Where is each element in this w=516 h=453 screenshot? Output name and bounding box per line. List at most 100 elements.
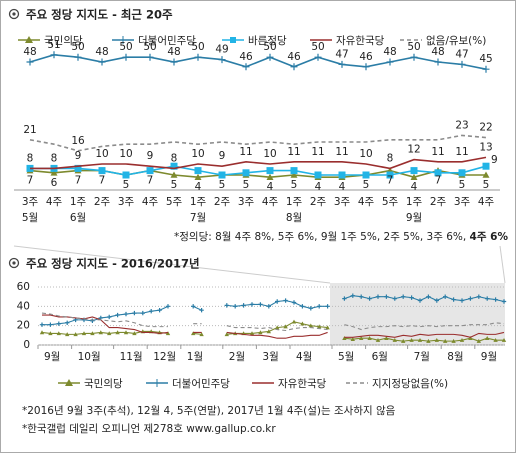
data-label: 48	[383, 46, 396, 58]
marker	[98, 167, 106, 175]
marker	[56, 321, 61, 326]
marker	[392, 296, 397, 301]
marker	[199, 308, 204, 313]
marker	[401, 294, 406, 299]
marker	[191, 331, 196, 336]
x-group-label: 7월	[190, 212, 206, 224]
data-label: 50	[71, 41, 84, 53]
marker	[74, 164, 82, 172]
marker	[165, 331, 171, 336]
data-label: 49	[215, 44, 228, 56]
marker	[501, 299, 507, 304]
x-tick-label: 10월	[78, 351, 101, 363]
marker	[242, 169, 250, 177]
marker	[115, 312, 120, 318]
marker	[74, 53, 82, 61]
marker	[417, 298, 423, 303]
series-line	[41, 312, 505, 332]
marker	[459, 298, 465, 303]
marker	[417, 337, 423, 342]
data-label: 48	[23, 46, 36, 58]
data-label: 46	[287, 51, 301, 63]
data-label: 50	[407, 41, 420, 53]
legend-marker	[65, 379, 73, 386]
marker	[434, 169, 442, 177]
legend-label: 자유한국당	[278, 378, 327, 390]
marker	[493, 337, 498, 342]
data-label: 47	[335, 48, 348, 60]
x-tick-label: 11월	[120, 351, 143, 363]
marker	[258, 330, 263, 335]
legend-label: 없음/유보(%)	[426, 34, 486, 47]
data-label: 7	[99, 175, 106, 187]
marker	[300, 304, 305, 309]
x-tick-label: 3월	[262, 351, 278, 363]
marker	[218, 171, 226, 179]
data-label: 48	[431, 46, 444, 58]
marker	[290, 167, 298, 175]
marker	[242, 63, 250, 71]
data-label: 4	[315, 181, 322, 193]
data-label: 11	[239, 146, 252, 158]
data-label: 4	[339, 181, 346, 193]
marker	[300, 321, 305, 326]
legend-label: 국민의당	[84, 378, 123, 390]
marker	[115, 330, 120, 335]
footnote: *한국갤럽 데일리 오피니언 제278호 www.gallup.co.kr	[22, 422, 276, 435]
marker	[39, 322, 45, 327]
marker	[434, 337, 439, 342]
x-tick-label: 1주	[406, 196, 423, 208]
data-label: 48	[95, 46, 108, 58]
marker	[410, 167, 418, 175]
marker	[443, 338, 448, 343]
marker	[350, 293, 355, 298]
marker	[384, 336, 389, 340]
data-label: 51	[47, 39, 60, 51]
x-tick-label: 8월	[447, 351, 463, 363]
legend-label: 지지정당없음(%)	[372, 377, 448, 390]
data-label: 48	[167, 46, 180, 58]
marker	[362, 63, 370, 71]
series-line	[30, 156, 487, 170]
x-tick-label: 4월	[296, 351, 312, 363]
data-label: 50	[311, 41, 324, 53]
zoom-line	[13, 245, 331, 284]
marker	[359, 336, 364, 340]
marker	[224, 303, 229, 308]
x-tick-label: 1주	[190, 196, 207, 208]
marker	[122, 171, 130, 179]
marker	[314, 53, 322, 61]
marker	[338, 171, 346, 179]
marker	[290, 171, 298, 178]
marker	[146, 53, 154, 61]
x-tick-label: 4주	[478, 196, 495, 208]
marker	[26, 58, 34, 66]
marker	[98, 330, 103, 335]
data-label: 5	[171, 179, 178, 191]
marker	[386, 171, 394, 179]
marker	[275, 299, 280, 304]
data-label: 7	[27, 175, 34, 187]
marker	[350, 337, 355, 341]
title-icon	[8, 8, 20, 20]
data-label: 10	[191, 148, 204, 160]
marker	[426, 338, 431, 343]
marker	[482, 171, 490, 178]
marker	[194, 53, 202, 61]
x-group-label: 6월	[70, 212, 86, 224]
marker	[314, 171, 322, 179]
series-line	[29, 134, 487, 152]
x-tick-label: 4주	[46, 196, 63, 208]
data-label: 8	[51, 152, 58, 164]
x-tick-label: 1월	[187, 351, 203, 363]
marker	[65, 332, 70, 337]
data-label: 22	[479, 122, 492, 134]
marker	[194, 173, 202, 180]
data-label: 10	[263, 148, 276, 160]
marker	[241, 303, 246, 308]
series-line	[30, 165, 487, 176]
series-line	[42, 314, 505, 339]
marker	[170, 171, 178, 178]
x-tick-label: 4주	[358, 196, 375, 208]
